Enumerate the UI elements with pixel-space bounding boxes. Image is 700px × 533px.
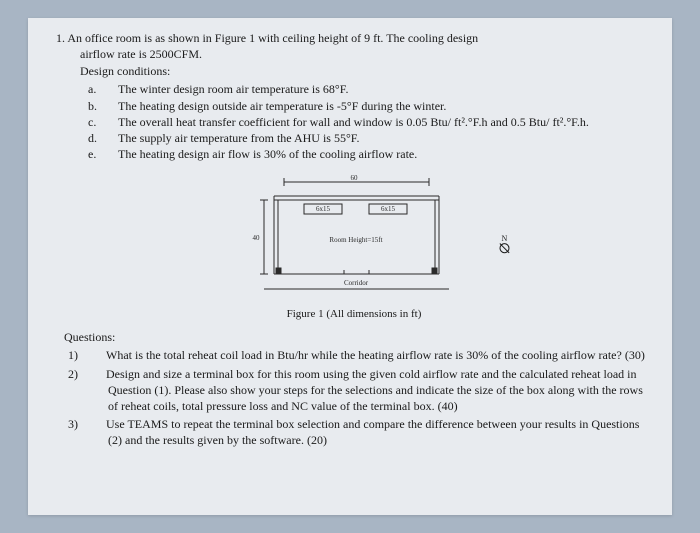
q2-text: Design and size a terminal box for this … xyxy=(106,367,643,413)
letter-e: e. xyxy=(104,146,118,162)
cond-b-text: The heating design outside air temperatu… xyxy=(118,99,446,113)
window-1-label: 6x15 xyxy=(316,205,331,213)
room-label: Room Height=15ft xyxy=(329,236,382,244)
intro-text-2: airflow rate is 2500CFM. xyxy=(80,46,652,62)
conditions-list: a.The winter design room air temperature… xyxy=(104,81,652,162)
compass-icon: N ⦰ xyxy=(499,234,510,257)
q3-text: Use TEAMS to repeat the terminal box sel… xyxy=(106,417,639,447)
q1-text: What is the total reheat coil load in Bt… xyxy=(106,348,645,362)
problem-number: 1. xyxy=(56,31,65,45)
compass-symbol: ⦰ xyxy=(499,243,510,257)
question-1: 1)What is the total reheat coil load in … xyxy=(88,347,652,363)
condition-e: e.The heating design air flow is 30% of … xyxy=(104,146,652,162)
letter-d: d. xyxy=(104,130,118,146)
question-3: 3)Use TEAMS to repeat the terminal box s… xyxy=(88,416,652,448)
condition-a: a.The winter design room air temperature… xyxy=(104,81,652,97)
condition-c: c.The overall heat transfer coefficient … xyxy=(104,114,652,130)
paper-page: 1. An office room is as shown in Figure … xyxy=(28,18,672,515)
problem-intro: 1. An office room is as shown in Figure … xyxy=(56,30,652,62)
condition-b: b.The heating design outside air tempera… xyxy=(104,98,652,114)
intro-text-1: An office room is as shown in Figure 1 w… xyxy=(67,31,478,45)
cond-d-text: The supply air temperature from the AHU … xyxy=(118,131,359,145)
letter-b: b. xyxy=(104,98,118,114)
figure-area: 60 6x15 6x15 40 Room Height=15ft Corrido… xyxy=(224,174,484,320)
top-dim: 60 xyxy=(351,174,359,182)
questions-list: 1)What is the total reheat coil load in … xyxy=(88,347,652,448)
letter-c: c. xyxy=(104,114,118,130)
question-2: 2)Design and size a terminal box for thi… xyxy=(88,366,652,415)
questions-label: Questions: xyxy=(64,330,652,345)
q3-num: 3) xyxy=(88,416,106,432)
letter-a: a. xyxy=(104,81,118,97)
figure-caption: Figure 1 (All dimensions in ft) xyxy=(224,308,484,320)
intro-line-1: 1. An office room is as shown in Figure … xyxy=(56,30,652,46)
window-2-label: 6x15 xyxy=(381,205,396,213)
q2-num: 2) xyxy=(88,366,106,382)
left-dim: 40 xyxy=(253,234,261,242)
cond-e-text: The heating design air flow is 30% of th… xyxy=(118,147,417,161)
cond-a-text: The winter design room air temperature i… xyxy=(118,82,348,96)
corridor-label: Corridor xyxy=(344,279,369,287)
q1-num: 1) xyxy=(88,347,106,363)
design-conditions-label: Design conditions: xyxy=(80,64,652,79)
condition-d: d.The supply air temperature from the AH… xyxy=(104,130,652,146)
cond-c-text: The overall heat transfer coefficient fo… xyxy=(118,115,589,129)
floor-plan-svg: 60 6x15 6x15 40 Room Height=15ft Corrido… xyxy=(234,174,474,304)
